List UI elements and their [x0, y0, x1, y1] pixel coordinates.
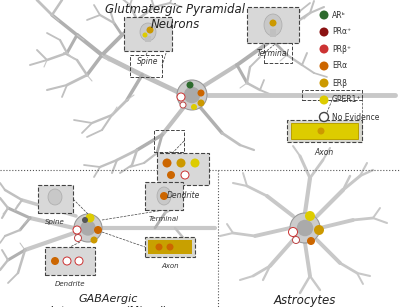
Circle shape: [320, 61, 328, 71]
Text: Axon: Axon: [314, 148, 334, 157]
Ellipse shape: [140, 23, 156, 41]
Ellipse shape: [290, 213, 320, 243]
Text: Dendrite: Dendrite: [166, 191, 200, 200]
Circle shape: [270, 20, 276, 26]
Text: Spine: Spine: [137, 57, 159, 66]
Circle shape: [320, 28, 328, 37]
Circle shape: [156, 243, 162, 251]
Text: Astrocytes: Astrocytes: [274, 294, 336, 307]
Circle shape: [320, 79, 328, 87]
Circle shape: [160, 192, 168, 200]
Text: Dendrite: Dendrite: [55, 281, 85, 287]
Circle shape: [191, 104, 197, 110]
Text: Glutmatergic Pyramidal
Neurons: Glutmatergic Pyramidal Neurons: [105, 3, 245, 31]
Circle shape: [90, 236, 98, 243]
Bar: [157, 153, 209, 185]
Text: PRβ⁺: PRβ⁺: [332, 45, 351, 53]
Circle shape: [73, 226, 81, 234]
Circle shape: [320, 10, 328, 20]
Ellipse shape: [80, 220, 96, 236]
Bar: [287, 120, 362, 142]
Bar: [270, 29, 276, 37]
Text: GABAergic
Interneurons (Mixed): GABAergic Interneurons (Mixed): [50, 294, 166, 307]
Circle shape: [75, 257, 83, 265]
Text: Spine: Spine: [45, 219, 65, 225]
Bar: [130, 55, 162, 77]
Ellipse shape: [297, 220, 313, 236]
Text: No Evidence: No Evidence: [332, 112, 379, 122]
Circle shape: [176, 158, 186, 168]
Circle shape: [146, 26, 154, 33]
Bar: [38, 185, 73, 213]
Ellipse shape: [74, 214, 102, 242]
Circle shape: [314, 225, 324, 235]
Circle shape: [198, 99, 204, 107]
Text: ARᵇ: ARᵇ: [332, 10, 346, 20]
Bar: [148, 240, 192, 254]
Circle shape: [51, 257, 59, 265]
Circle shape: [288, 227, 298, 236]
Bar: [264, 43, 292, 63]
Circle shape: [318, 127, 324, 134]
Circle shape: [142, 33, 148, 37]
Bar: [145, 237, 195, 257]
Text: GPER1⁺: GPER1⁺: [332, 95, 362, 104]
Circle shape: [336, 127, 342, 134]
Circle shape: [300, 127, 306, 134]
Ellipse shape: [157, 187, 171, 205]
Bar: [145, 182, 183, 210]
Circle shape: [292, 236, 300, 243]
Bar: [45, 247, 95, 275]
Circle shape: [177, 93, 185, 101]
Text: Terminal: Terminal: [257, 49, 289, 58]
Ellipse shape: [48, 189, 62, 205]
Circle shape: [198, 90, 204, 96]
Circle shape: [167, 171, 175, 179]
Circle shape: [166, 243, 174, 251]
Text: PRα⁺: PRα⁺: [332, 28, 351, 37]
Circle shape: [320, 95, 328, 104]
Circle shape: [320, 112, 328, 122]
Ellipse shape: [184, 87, 200, 103]
Circle shape: [82, 217, 88, 223]
Bar: [154, 130, 184, 152]
Circle shape: [74, 235, 82, 242]
Circle shape: [307, 237, 315, 245]
Ellipse shape: [177, 80, 207, 110]
Circle shape: [181, 171, 189, 179]
Circle shape: [190, 158, 200, 168]
Circle shape: [63, 257, 71, 265]
Text: ERβ: ERβ: [332, 79, 347, 87]
Bar: [291, 123, 358, 139]
Bar: [124, 17, 172, 51]
Bar: [145, 36, 151, 42]
Bar: [302, 90, 362, 100]
Bar: [247, 7, 299, 43]
Circle shape: [320, 45, 328, 53]
Text: Terminal: Terminal: [149, 216, 179, 222]
Circle shape: [180, 102, 186, 108]
Text: ERα: ERα: [332, 61, 347, 71]
Circle shape: [86, 213, 94, 223]
Circle shape: [162, 158, 172, 168]
Text: Axon: Axon: [161, 263, 179, 269]
Circle shape: [305, 211, 315, 221]
Ellipse shape: [264, 14, 282, 36]
Circle shape: [94, 226, 102, 234]
Circle shape: [186, 81, 194, 88]
